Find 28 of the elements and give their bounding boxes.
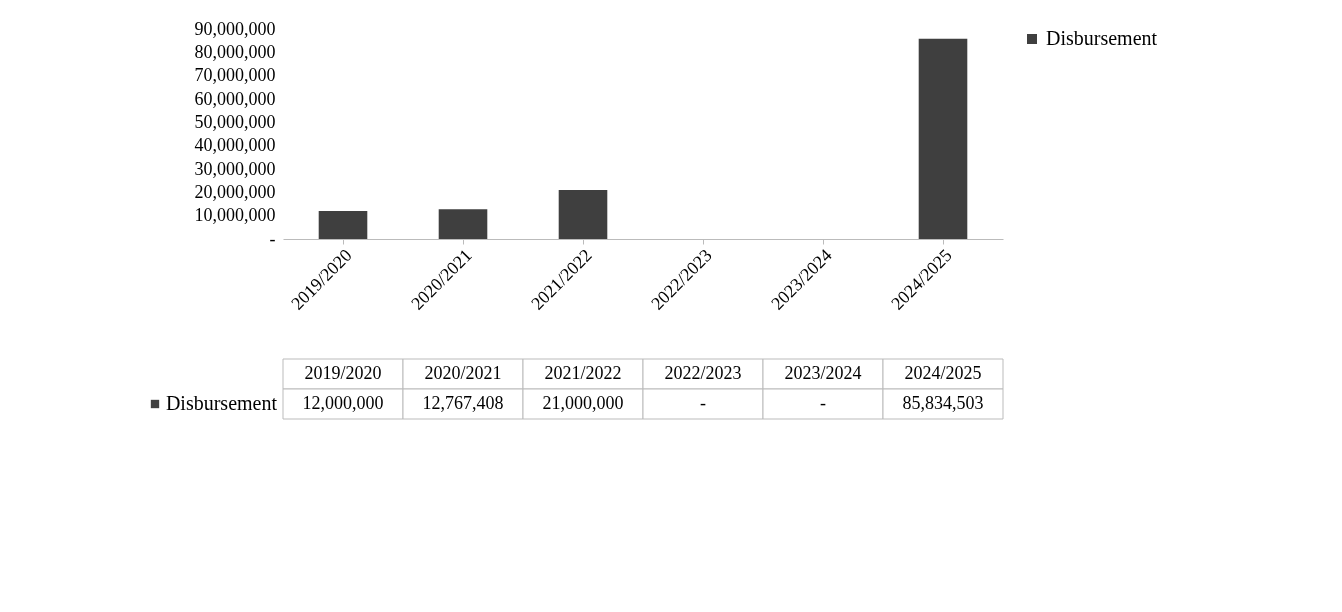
y-tick-label: 20,000,000 <box>194 181 276 202</box>
category-label: 2024/2025 <box>904 363 982 383</box>
category-label: 2020/2021 <box>424 363 502 383</box>
y-tick-label: 80,000,000 <box>194 41 276 62</box>
text: Disbursement <box>165 392 277 414</box>
category-label: 2022/2023 <box>664 363 742 383</box>
data-label: 21,000,000 <box>542 393 624 413</box>
y-tick-label: - <box>269 228 276 249</box>
category-label: 2021/2022 <box>544 363 622 383</box>
category-label: 2019/2020 <box>304 363 382 383</box>
y-tick-label: 90,000,000 <box>194 18 276 39</box>
bar <box>918 38 968 239</box>
y-tick-label: 70,000,000 <box>194 65 276 86</box>
data-label: 12,767,408 <box>422 393 504 413</box>
bar <box>558 190 608 239</box>
data-label: - <box>700 393 706 413</box>
category-label: 2023/2024 <box>784 363 862 383</box>
data-label: - <box>820 393 826 413</box>
legend-label: Disbursement <box>1046 27 1158 49</box>
bar <box>318 211 368 239</box>
y-tick-label: 60,000,000 <box>194 88 276 109</box>
y-tick-label: 50,000,000 <box>194 111 276 132</box>
data-label: 85,834,503 <box>902 393 984 413</box>
y-tick-label: 40,000,000 <box>194 135 276 156</box>
bar <box>438 209 488 239</box>
y-tick-label: 30,000,000 <box>194 158 276 179</box>
data-label: 12,000,000 <box>302 393 384 413</box>
y-tick-label: 10,000,000 <box>194 205 276 226</box>
